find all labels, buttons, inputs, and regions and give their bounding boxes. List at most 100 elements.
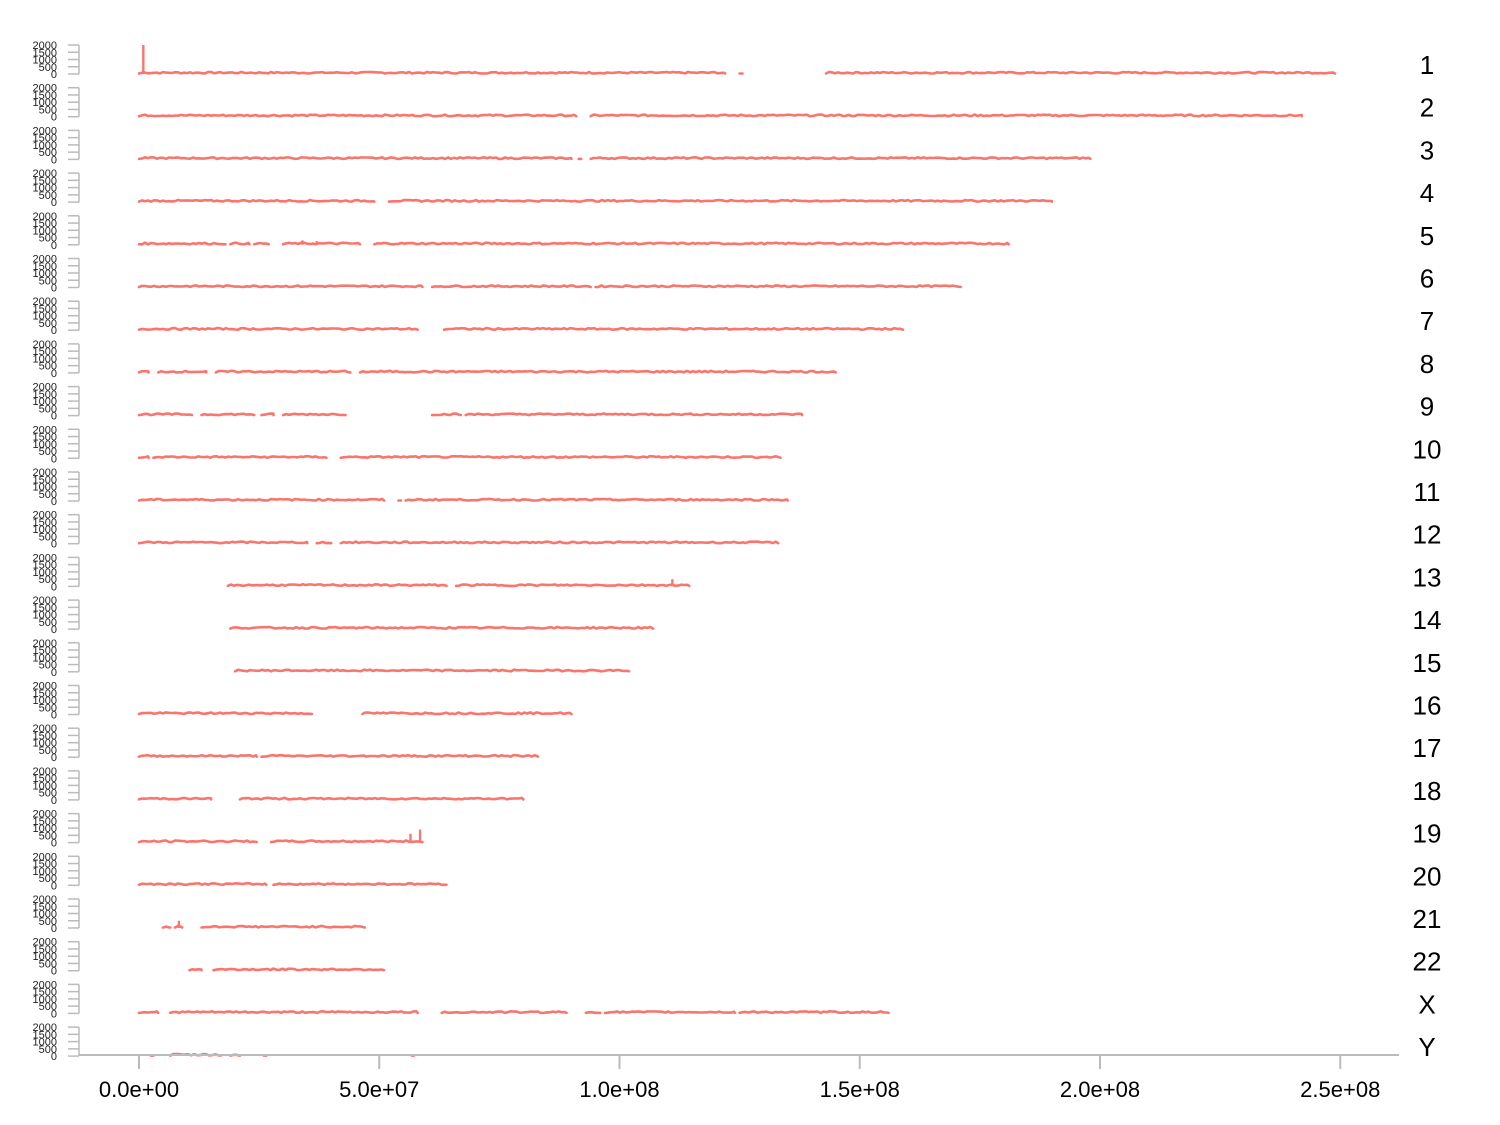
y-tick-label: 2000 [33, 1022, 57, 1034]
y-tick-label: 500 [39, 702, 57, 714]
coverage-segment [430, 284, 592, 289]
coverage-segment [373, 241, 1010, 246]
y-tick-label: 1500 [33, 1029, 57, 1041]
y-tick-label: 1000 [33, 610, 57, 622]
chromosome-label: 15 [1413, 648, 1442, 678]
y-tick-label: 500 [39, 1001, 57, 1013]
coverage-segment [738, 1010, 890, 1015]
y-tick-label: 1500 [33, 303, 57, 315]
y-tick-label: 2000 [33, 83, 57, 95]
coverage-segment [137, 711, 314, 716]
y-tick-label: 1000 [33, 951, 57, 963]
y-tick-label: 1500 [33, 218, 57, 230]
coverage-segment [233, 668, 631, 673]
y-tick-label: 0 [51, 880, 57, 892]
coverage-segment [272, 882, 448, 887]
y-tick-label: 1000 [33, 1037, 57, 1049]
coverage-segment [238, 796, 525, 801]
chromosome-label: 2 [1420, 93, 1434, 123]
y-tick-label: 500 [39, 958, 57, 970]
y-tick-label: 1000 [33, 225, 57, 237]
chromosome-label: 11 [1414, 477, 1441, 507]
y-tick-label: 2000 [33, 638, 57, 650]
y-tick-label: 2000 [33, 296, 57, 308]
y-tick-label: 1500 [33, 944, 57, 956]
chromosome-label: 14 [1413, 605, 1442, 635]
y-tick-label: 500 [39, 233, 57, 245]
y-tick-label: 1000 [33, 353, 57, 365]
coverage-segment [161, 925, 172, 929]
y-tick-label: 1500 [33, 47, 57, 59]
y-tick-label: 500 [39, 574, 57, 586]
chromosome-label: 3 [1420, 135, 1434, 165]
coverage-segment [168, 1010, 419, 1015]
chromosome-label: Y [1418, 1032, 1435, 1062]
y-tick-label: 500 [39, 660, 57, 672]
coverage-segment [137, 839, 258, 844]
chromosome-label: 13 [1413, 562, 1442, 592]
y-tick-label: 2000 [33, 254, 57, 266]
y-tick-label: 2000 [33, 382, 57, 394]
coverage-segment [188, 967, 203, 972]
chromosome-label: 9 [1420, 392, 1434, 422]
y-tick-label: 0 [51, 411, 57, 423]
y-tick-label: 2000 [33, 851, 57, 863]
chromosome-label: 12 [1413, 520, 1442, 550]
coverage-segment [156, 369, 208, 374]
coverage-segment [358, 369, 837, 374]
y-tick-label: 500 [39, 617, 57, 629]
y-tick-label: 2000 [33, 510, 57, 522]
coverage-segment [603, 1010, 737, 1015]
y-tick-label: 2000 [33, 766, 57, 778]
coverage-segment [137, 455, 150, 460]
coverage-segment [137, 70, 727, 75]
y-tick-label: 500 [39, 916, 57, 928]
y-tick-label: 1500 [33, 816, 57, 828]
coverage-segment [137, 113, 578, 118]
y-tick-label: 500 [39, 275, 57, 287]
y-tick-label: 500 [39, 873, 57, 885]
y-tick-label: 1500 [33, 133, 57, 145]
y-tick-label: 1000 [33, 311, 57, 323]
coverage-segment [137, 156, 573, 161]
y-tick-label: 1500 [33, 730, 57, 742]
coverage-segment [442, 326, 905, 331]
y-tick-label: 0 [51, 838, 57, 850]
y-tick-label: 1000 [33, 695, 57, 707]
coverage-segment [589, 113, 1304, 118]
coverage-segment [229, 625, 655, 630]
coverage-segment [454, 583, 691, 588]
coverage-segment [137, 540, 309, 545]
y-tick-label: 1000 [33, 55, 57, 67]
y-tick-label: 500 [39, 788, 57, 800]
coverage-segment [137, 326, 419, 331]
y-tick-label: 0 [51, 240, 57, 252]
y-tick-label: 1000 [33, 866, 57, 878]
coverage-segment [404, 497, 789, 502]
chromosome-label: 4 [1420, 178, 1434, 208]
chromosome-label: 22 [1413, 947, 1442, 977]
y-tick-label: 1500 [33, 261, 57, 273]
chromosome-label: 19 [1413, 819, 1442, 849]
y-tick-label: 2000 [33, 168, 57, 180]
coverage-segment [589, 156, 1092, 161]
y-tick-label: 1500 [33, 432, 57, 444]
y-tick-label: 1000 [33, 268, 57, 280]
y-tick-label: 1000 [33, 482, 57, 494]
y-tick-label: 1000 [33, 909, 57, 921]
coverage-segment [269, 839, 424, 844]
y-tick-label: 0 [51, 69, 57, 81]
y-tick-label: 1000 [33, 567, 57, 579]
coverage-segment [137, 284, 424, 289]
coverage-segment [152, 454, 328, 460]
y-tick-label: 1000 [33, 994, 57, 1006]
